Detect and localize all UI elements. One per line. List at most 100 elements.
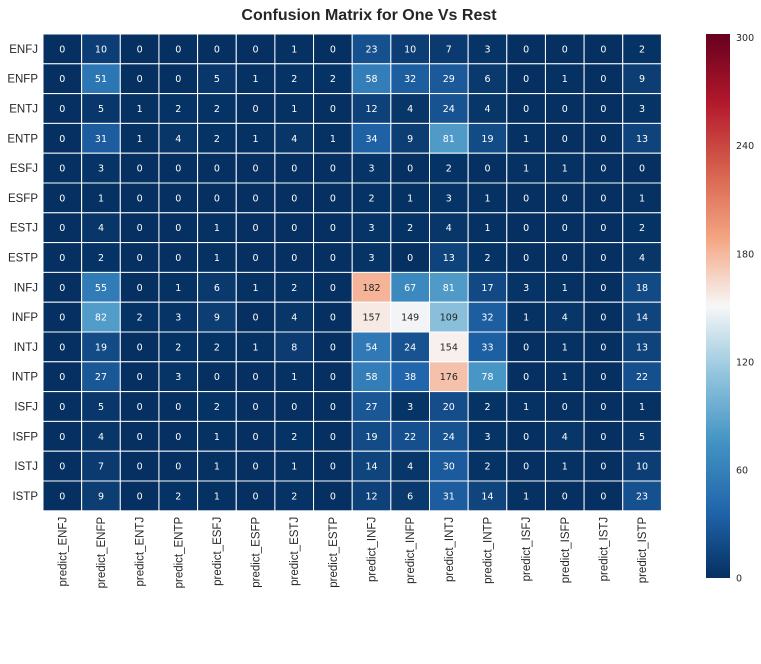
cell-value-label: 6 — [214, 283, 220, 294]
cell-value-label: 0 — [600, 491, 606, 502]
row-label: ENFJ — [9, 44, 38, 56]
cell-value-label: 3 — [175, 313, 181, 324]
cell-value-label: 1 — [562, 342, 568, 353]
column-label: predict_INTP — [482, 516, 494, 583]
column-label: predict_ISTJ — [598, 517, 610, 582]
heatmap-cell — [119, 420, 160, 452]
column-label: predict_ISTP — [637, 516, 649, 583]
heatmap-cell — [544, 271, 585, 303]
cell-value-label: 81 — [443, 283, 455, 294]
cell-value-label: 0 — [59, 104, 65, 115]
heatmap-cell — [197, 122, 237, 154]
heatmap-cell — [81, 182, 121, 214]
cell-value-label: 0 — [523, 74, 529, 85]
heatmap-cell — [274, 242, 315, 273]
column-label: predict_INTJ — [444, 517, 456, 582]
colorbar-tick-label: 240 — [736, 141, 754, 152]
cell-value-label: 1 — [175, 283, 181, 294]
cell-value-label: 9 — [407, 134, 413, 145]
cell-value-label: 0 — [407, 253, 413, 264]
heatmap-cell — [81, 480, 121, 512]
heatmap-cell — [544, 212, 585, 244]
column-labels: predict_ENFJ predict_ENFP predict_ENTJ pred… — [57, 516, 649, 588]
cell-value-label: 0 — [253, 164, 259, 175]
cell-value-label: 7 — [98, 462, 104, 473]
cell-value-label: 1 — [253, 283, 259, 294]
cell-value-label: 0 — [175, 253, 181, 264]
cell-value-label: 0 — [330, 402, 336, 413]
cell-value-label: 58 — [365, 74, 377, 85]
heatmap-cell — [235, 212, 276, 244]
cell-value-label: 0 — [137, 402, 143, 413]
cell-value-label: 1 — [562, 74, 568, 85]
cell-value-label: 4 — [446, 223, 452, 234]
cell-value-label: 0 — [600, 432, 606, 443]
heatmap-cell — [197, 301, 237, 333]
cell-value-label: 0 — [330, 253, 336, 264]
cell-value-label: 1 — [214, 253, 220, 264]
heatmap-cell — [583, 271, 624, 303]
heatmap-cell — [235, 361, 276, 393]
cell-value-label: 2 — [137, 313, 143, 324]
cell-value-label: 2 — [446, 164, 452, 175]
cell-value-label: 1 — [523, 134, 529, 145]
cell-value-label: 58 — [365, 372, 377, 383]
column-label: predict_ENTJ — [135, 517, 147, 587]
heatmap-cell — [467, 152, 508, 184]
cell-value-label: 0 — [59, 134, 65, 145]
cell-value-label: 1 — [137, 134, 143, 145]
heatmap-cell — [622, 212, 662, 244]
cell-value-label: 9 — [214, 313, 220, 324]
colorbar-ticks: 0 60 120 180 240 300 — [736, 33, 754, 584]
heatmap-cell — [583, 63, 624, 95]
heatmap-cell — [506, 361, 546, 393]
cell-value-label: 0 — [562, 134, 568, 145]
cell-value-label: 3 — [484, 432, 490, 443]
cell-value-label: 1 — [214, 223, 220, 234]
cell-value-label: 2 — [484, 402, 490, 413]
row-label: ISTP — [12, 491, 38, 503]
row-label: ESFJ — [10, 163, 38, 175]
heatmap-cell — [429, 242, 469, 273]
cell-value-label: 1 — [407, 193, 413, 204]
heatmap-cell — [274, 301, 315, 333]
cell-value-label: 0 — [600, 193, 606, 204]
heatmap-cell — [119, 450, 160, 482]
heatmap-cell — [622, 391, 662, 422]
column-label: predict_INFJ — [367, 517, 379, 582]
heatmap-cell — [313, 182, 353, 214]
heatmap-cell — [42, 212, 83, 244]
heatmap-cell — [235, 301, 276, 333]
cell-value-label: 0 — [137, 372, 143, 383]
cell-value-label: 1 — [214, 462, 220, 473]
cell-value-label: 0 — [253, 491, 259, 502]
heatmap-cell — [390, 420, 431, 452]
cell-value-label: 0 — [523, 432, 529, 443]
row-label: INFJ — [14, 282, 38, 294]
cell-value-label: 78 — [481, 372, 493, 383]
cell-value-label: 1 — [253, 74, 259, 85]
cell-value-label: 0 — [59, 402, 65, 413]
heatmap-cell — [583, 242, 624, 273]
heatmap-cell — [119, 361, 160, 393]
cell-value-label: 2 — [175, 342, 181, 353]
cell-value-label: 157 — [362, 313, 380, 324]
heatmap-cell — [42, 331, 83, 363]
cell-value-label: 0 — [137, 283, 143, 294]
heatmap-cell — [429, 152, 469, 184]
heatmap-cell — [313, 212, 353, 244]
heatmap-cell — [81, 391, 121, 422]
cell-value-label: 2 — [291, 283, 297, 294]
cell-value-label: 12 — [365, 491, 377, 502]
cell-value-label: 0 — [137, 193, 143, 204]
cell-value-label: 0 — [330, 342, 336, 353]
heatmap-cell — [429, 122, 469, 154]
cell-value-label: 1 — [98, 193, 104, 204]
colorbar — [706, 34, 730, 578]
heatmap-cell — [42, 33, 83, 65]
cell-value-label: 0 — [330, 372, 336, 383]
cell-value-label: 31 — [443, 491, 455, 502]
cell-value-label: 1 — [562, 462, 568, 473]
cell-value-label: 19 — [365, 432, 377, 443]
heatmap-cell — [42, 63, 83, 95]
